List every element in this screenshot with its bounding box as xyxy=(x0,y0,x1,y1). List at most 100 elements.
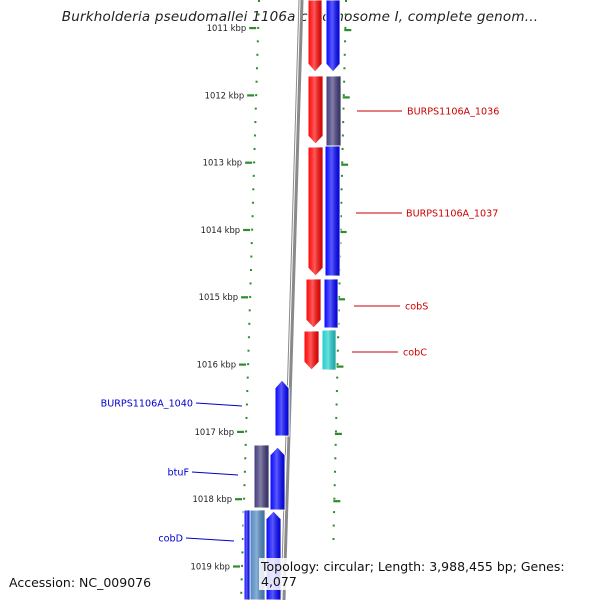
minor-tick-left xyxy=(249,282,252,285)
minor-tick-left xyxy=(247,363,250,366)
minor-tick-left xyxy=(246,390,249,393)
minor-tick-right xyxy=(333,484,336,487)
major-tick-left xyxy=(247,94,255,97)
minor-tick-right xyxy=(334,443,337,446)
minor-tick-right xyxy=(334,457,337,460)
kbp-label: 1014 kbp xyxy=(201,225,240,235)
major-tick-right xyxy=(341,163,349,166)
tick-layer: 1011 kbp 1012 kbp 1013 kbp 1014 kbp 1015 kbp… xyxy=(191,0,352,594)
major-tick-left xyxy=(235,498,243,501)
kbp-label: 1017 kbp xyxy=(195,427,234,437)
gene-layer xyxy=(243,0,342,600)
major-tick-left xyxy=(241,296,249,299)
minor-tick-right xyxy=(335,403,338,406)
gene-fwd-1036-shade xyxy=(308,76,323,144)
minor-tick-right xyxy=(333,497,336,500)
major-tick-left xyxy=(239,363,247,366)
gene-btuF-track-shade xyxy=(270,447,285,510)
minor-tick-right xyxy=(345,0,347,2)
minor-tick-right xyxy=(336,363,339,366)
minor-tick-right xyxy=(340,174,343,177)
minor-tick-left xyxy=(256,53,259,56)
minor-tick-left xyxy=(243,484,246,487)
gene-fwd-cobS-shade xyxy=(306,279,321,328)
minor-tick-right xyxy=(341,134,344,137)
minor-tick-right xyxy=(334,430,337,433)
minor-tick-left xyxy=(254,107,257,110)
minor-tick-right xyxy=(338,282,341,285)
gene-rev-cobC-shade xyxy=(322,330,336,370)
minor-tick-left xyxy=(258,0,260,2)
minor-tick-right xyxy=(339,228,342,231)
minor-tick-left xyxy=(254,121,257,124)
minor-tick-left xyxy=(257,26,260,29)
major-tick-right xyxy=(339,230,347,234)
gene-fwd-1-shade xyxy=(308,0,322,72)
minor-tick-right xyxy=(335,416,338,419)
minor-tick-left xyxy=(241,538,244,540)
minor-tick-left xyxy=(255,67,258,70)
gene-rev-cobS-shade xyxy=(324,279,338,328)
major-tick-left xyxy=(249,27,257,30)
minor-tick-left xyxy=(252,174,255,177)
minor-tick-left xyxy=(250,255,253,258)
minor-tick-left xyxy=(241,564,244,567)
minor-tick-left xyxy=(247,349,250,352)
minor-tick-left xyxy=(257,13,260,16)
major-tick-right xyxy=(334,432,342,435)
kbp-label: 1019 kbp xyxy=(191,561,230,571)
minor-tick-left xyxy=(242,524,245,527)
minor-tick-right xyxy=(343,80,346,83)
minor-tick-left xyxy=(248,322,251,325)
gene-1040-shade xyxy=(275,380,289,436)
genome-stats-text: Topology: circular; Length: 3,988,455 bp… xyxy=(259,558,600,590)
minor-tick-right xyxy=(343,67,346,70)
minor-tick-left xyxy=(252,188,255,191)
gene-rev-1037-shade xyxy=(325,146,340,276)
major-tick-left xyxy=(243,228,251,232)
gene-label[interactable]: cobC xyxy=(403,348,427,359)
minor-tick-right xyxy=(342,107,345,110)
kbp-label: 1011 kbp xyxy=(207,23,246,33)
minor-tick-left xyxy=(243,497,246,500)
minor-tick-right xyxy=(332,524,335,527)
minor-tick-right xyxy=(332,538,335,540)
gene-label[interactable]: BURPS1106A_1036 xyxy=(407,107,499,118)
gene-btuF-shade xyxy=(254,445,269,508)
minor-tick-right xyxy=(340,188,343,191)
major-tick-right xyxy=(333,500,341,503)
major-tick-right xyxy=(344,29,352,32)
gene-label[interactable]: cobD xyxy=(158,534,183,545)
minor-tick-left xyxy=(241,551,244,554)
label-layer: BURPS1106A_1036 BURPS1106A_1037 cobS cobC BU… xyxy=(101,107,500,545)
gene-fwd-1037-shade xyxy=(308,147,323,276)
kbp-label: 1015 kbp xyxy=(199,292,238,302)
minor-tick-right xyxy=(336,376,339,379)
minor-tick-left xyxy=(251,201,254,204)
gene-label[interactable]: cobS xyxy=(405,302,428,313)
major-tick-right xyxy=(342,96,350,99)
gene-label-leader xyxy=(185,537,235,542)
minor-tick-left xyxy=(253,147,256,150)
minor-tick-left xyxy=(240,591,243,594)
minor-tick-right xyxy=(337,309,340,312)
minor-tick-right xyxy=(344,13,347,16)
minor-tick-left xyxy=(249,269,252,271)
backbone xyxy=(280,0,304,600)
minor-tick-left xyxy=(251,228,254,231)
minor-tick-right xyxy=(340,201,343,204)
gene-label-leader xyxy=(191,471,239,476)
minor-tick-right xyxy=(343,53,346,56)
gene-fwd-cobC-shade xyxy=(304,331,319,370)
minor-tick-right xyxy=(336,349,339,352)
minor-tick-right xyxy=(341,161,344,164)
major-tick-right xyxy=(336,365,344,368)
minor-tick-left xyxy=(249,295,252,298)
minor-tick-right xyxy=(344,26,347,29)
gene-label[interactable]: btuF xyxy=(168,468,189,479)
minor-tick-left xyxy=(256,40,259,43)
gene-label[interactable]: BURPS1106A_1037 xyxy=(406,209,498,220)
gene-label[interactable]: BURPS1106A_1040 xyxy=(101,399,193,410)
minor-tick-left xyxy=(250,242,253,245)
